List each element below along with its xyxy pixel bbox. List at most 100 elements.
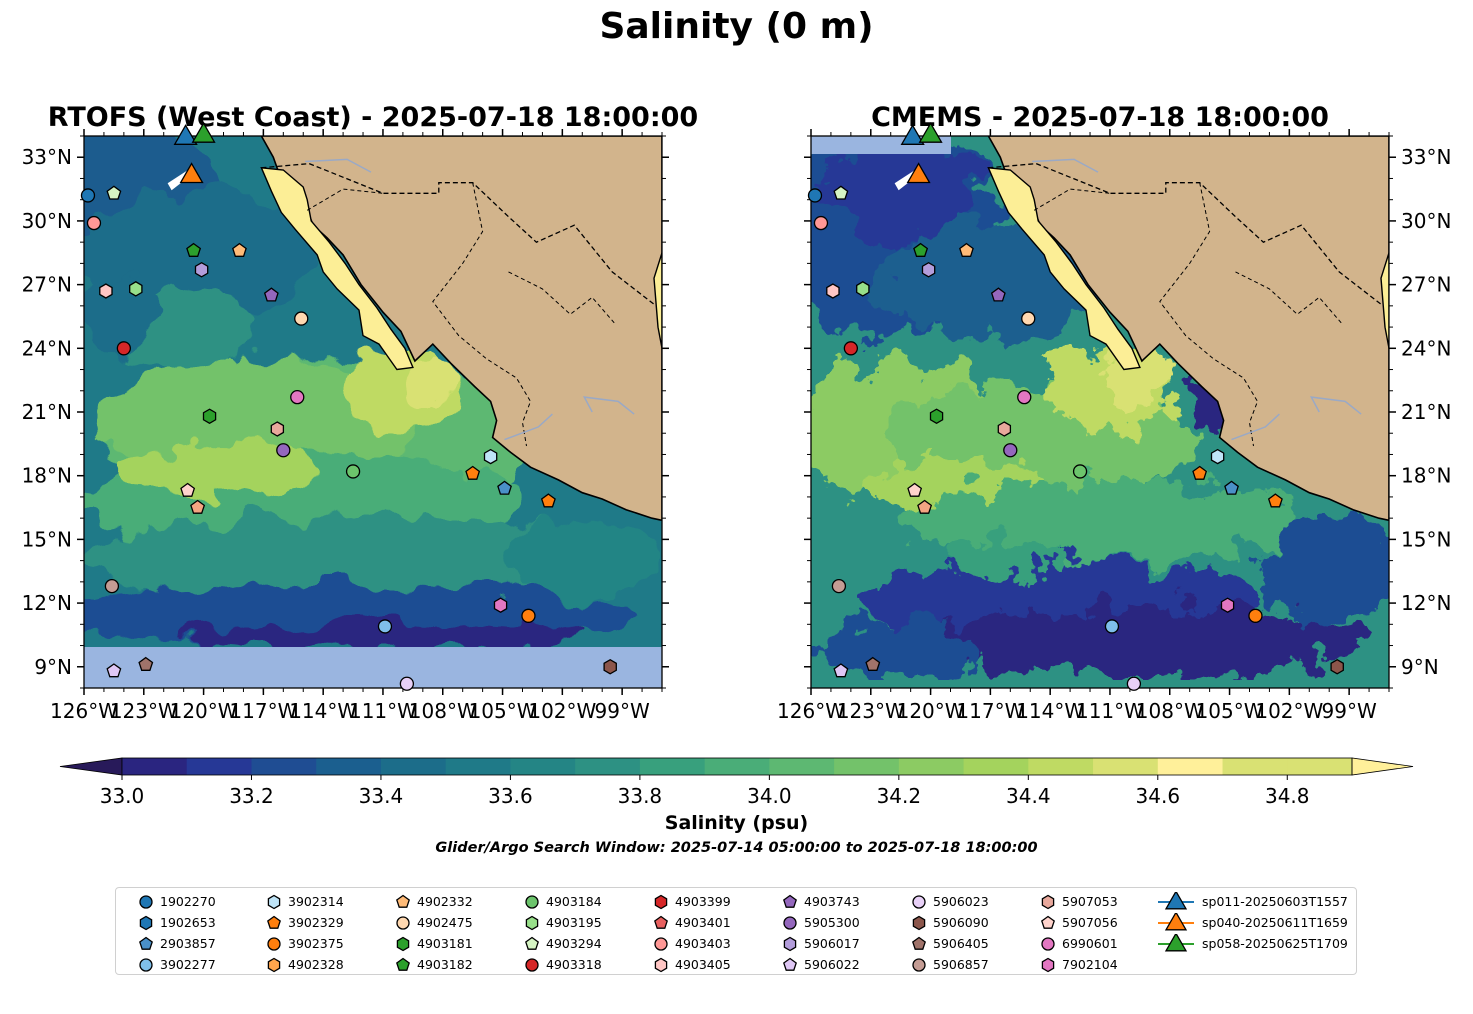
platform-marker-4903181	[202, 408, 217, 425]
cmems-lat-tick-label: 21°N	[1401, 400, 1451, 424]
rtofs-lat-tick-label: 9°N	[34, 655, 72, 679]
platform-marker-unlabeled	[497, 480, 512, 495]
legend-label: 5907056	[1062, 915, 1118, 930]
legend-marker-icon	[525, 936, 539, 950]
glider-sp011-20250603T1557	[900, 124, 925, 145]
legend-marker-icon	[1041, 894, 1055, 909]
rtofs-river	[582, 396, 635, 415]
colorbar-label: Salinity (psu)	[664, 812, 809, 834]
platform-marker-5905300	[1003, 443, 1018, 458]
colorbar-bin	[639, 758, 706, 775]
platform-marker-4903294	[106, 185, 122, 200]
colorbar-bin	[251, 758, 317, 775]
legend-item-3902329: 3902329	[254, 912, 344, 933]
legend-label: 5906017	[804, 936, 860, 951]
rtofs-axes: 33°N 30°N 27°N 24°N 21°N 18°N 15°N 12°N 9°N 126°W…	[22, 129, 669, 723]
rtofs-lat-tick-label: 27°N	[22, 273, 72, 297]
rtofs-lon-tick-label: 111°W	[349, 699, 417, 723]
legend-marker-icon	[783, 894, 797, 908]
legend-label: 4903318	[546, 957, 602, 972]
cmems-lon-tick-label: 111°W	[1076, 699, 1144, 723]
platform-marker-7902104	[1220, 597, 1235, 613]
colorbar-bin	[704, 758, 770, 775]
rtofs-state-boundary	[432, 182, 532, 447]
legend-label: 4903195	[546, 915, 602, 930]
legend-label: 4903184	[546, 894, 602, 909]
legend-marker-icon	[267, 936, 281, 951]
glider-sp011-20250603T1557	[173, 124, 198, 145]
rtofs-lon-tick-label: 123°W	[110, 699, 178, 723]
glider-track-sp040	[894, 170, 917, 191]
platform-marker-5906090	[603, 658, 617, 675]
legend-item-5907056: 5907056	[1028, 912, 1118, 933]
rtofs-lon-tick-label: 102°W	[528, 699, 596, 723]
platform-marker-4903195	[856, 281, 870, 297]
legend-label: 7902104	[1062, 957, 1118, 972]
platform-marker-4902332	[232, 242, 247, 257]
platform-marker-4902332	[959, 242, 974, 257]
legend-item-6990601: 6990601	[1028, 933, 1118, 954]
rtofs-platform-markers	[80, 121, 617, 691]
platform-marker-5906022	[106, 663, 122, 678]
legend-item-5906022: 5906022	[770, 954, 860, 975]
platform-marker-4903181	[929, 408, 944, 425]
legend-item-2903857: 2903857	[126, 933, 216, 954]
colorbar-bin	[510, 758, 576, 775]
legend-label: 4903181	[417, 936, 473, 951]
rtofs-river	[504, 413, 553, 441]
platform-marker-unlabeled	[1267, 493, 1283, 508]
legend-marker-icon	[1041, 936, 1055, 951]
cmems-baja-peninsula	[987, 166, 1141, 371]
platform-marker-1902270	[807, 188, 823, 203]
cmems-lat-tick-label: 18°N	[1401, 464, 1451, 488]
cmems-lon-tick-label: 120°W	[897, 699, 965, 723]
legend-label: 4903403	[675, 936, 731, 951]
rtofs-lon-tick-label: 126°W	[50, 699, 118, 723]
cmems-lon-tick-label: 99°W	[1322, 699, 1377, 723]
colorbar-bin	[769, 758, 835, 775]
platform-marker-5906017	[194, 261, 209, 278]
rtofs-lat-tick-label: 33°N	[22, 145, 72, 169]
platform-marker-4903318	[843, 341, 859, 356]
legend-marker-icon	[139, 894, 153, 909]
platform-marker-7902104	[493, 597, 508, 613]
colorbar-tick-label: 33.2	[229, 784, 274, 808]
cmems-lat-tick-label: 9°N	[1401, 655, 1439, 679]
cmems-lat-tick-label: 24°N	[1401, 336, 1451, 360]
rtofs-baja-peninsula	[260, 166, 414, 371]
legend-label: 5906090	[933, 915, 989, 930]
legend-marker-icon	[783, 957, 797, 971]
legend-label: 4903405	[675, 957, 731, 972]
legend-marker-icon	[396, 957, 410, 971]
cmems-axes: 33°N 30°N 27°N 24°N 21°N 18°N 15°N 12°N 9°N 126°W…	[777, 129, 1451, 723]
colorbar-tick-label: 34.2	[877, 784, 922, 808]
platform-marker-5906090	[1330, 658, 1344, 675]
platform-marker-5907056	[180, 482, 196, 497]
rtofs-lon-tick-label: 99°W	[595, 699, 650, 723]
platform-marker-5905300	[276, 443, 291, 458]
legend-label: 4903743	[804, 894, 860, 909]
legend-label: 5907053	[1062, 894, 1118, 909]
colorbar-tick-label: 33.8	[618, 784, 663, 808]
cmems-river	[1032, 158, 1099, 173]
glider-sp040-20250611T1659	[894, 162, 931, 191]
legend-item-1902270: 1902270	[126, 891, 216, 912]
colorbar-bin	[186, 758, 253, 775]
legend-item-4903401: 4903401	[641, 912, 731, 933]
platform-marker-5906857	[104, 578, 120, 594]
cmems-lat-tick-label: 27°N	[1401, 273, 1451, 297]
legend-label: 5905300	[804, 915, 860, 930]
legend-item-5906090: 5906090	[899, 912, 989, 933]
legend-label: 4902475	[417, 915, 473, 930]
rtofs-land	[260, 136, 662, 522]
platform-marker-6990601	[290, 389, 305, 405]
legend-label: 4902328	[288, 957, 344, 972]
cmems-lat-tick-label: 15°N	[1401, 527, 1451, 551]
platform-marker-6990601	[1017, 389, 1032, 405]
platform-legend: 1902270 1902653 2903857 3902277 3902314 39023…	[115, 887, 1357, 975]
legend-item-3902277: 3902277	[126, 954, 216, 975]
platform-marker-4903294	[833, 185, 849, 200]
legend-marker-icon	[396, 915, 410, 930]
legend-item-4903405: 4903405	[641, 954, 731, 975]
legend-marker-icon	[267, 915, 281, 929]
